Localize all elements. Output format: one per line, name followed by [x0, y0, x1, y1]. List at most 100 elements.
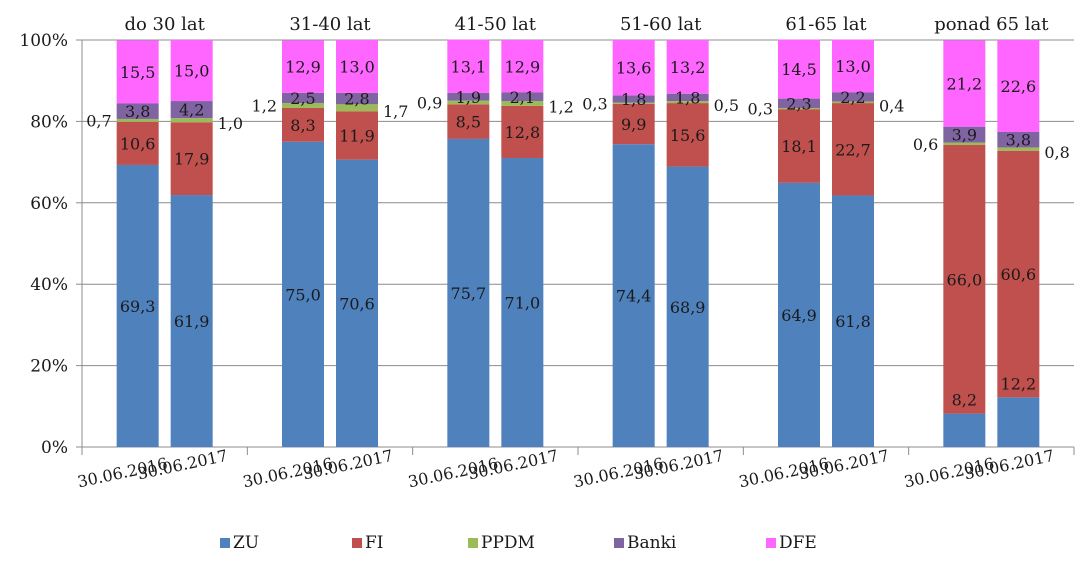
legend-label-ppdm: PPDM [481, 533, 535, 553]
data-label-dfe: 13,6 [616, 59, 652, 78]
data-label-banki: 2,5 [290, 89, 315, 108]
data-label-dfe: 22,6 [1001, 77, 1037, 96]
data-label-zu: 75,7 [451, 284, 487, 303]
bar-segment-ppdm [336, 104, 378, 112]
data-label-banki: 2,1 [510, 88, 535, 107]
bar-segment-dfe [778, 39, 820, 99]
bar-segment-zu [282, 141, 324, 447]
data-label-fi: 9,9 [621, 115, 646, 134]
bar-segment-dfe [282, 40, 324, 93]
data-label-fi: 12,8 [505, 123, 541, 142]
bar-segment-ppdm [170, 118, 213, 123]
bar-segment-zu [336, 159, 378, 447]
data-label-fi: 60,6 [1001, 265, 1037, 284]
data-label-dfe: 13,2 [670, 58, 706, 77]
data-label-banki: 1,8 [621, 90, 646, 109]
data-label-ppdm: 0,9 [417, 93, 442, 112]
bar-segment-banki [282, 92, 324, 104]
data-label-dfe: 15,5 [120, 63, 156, 82]
data-label-fi: 18,1 [781, 137, 817, 156]
legend-swatch-ppdm [468, 538, 478, 548]
bar-segment-dfe [336, 40, 378, 93]
data-label-fi: 8,5 [456, 113, 481, 132]
bar-segment-banki [612, 95, 655, 103]
group-label: ponad 65 lat [934, 14, 1049, 35]
bars [116, 39, 1040, 447]
legend-label-zu: ZU [233, 533, 259, 553]
bar-segment-banki [447, 92, 490, 101]
bar-segment-zu [170, 195, 213, 447]
data-label-banki: 1,8 [675, 88, 700, 107]
bar-segment-zu [501, 158, 544, 447]
bar-segment-ppdm [282, 103, 324, 108]
x-tick-label: 30.06.2017 [136, 446, 230, 484]
data-label-fi: 15,6 [670, 126, 706, 145]
bar-segment-fi [666, 103, 709, 167]
bar-segment-fi [501, 105, 544, 159]
bar-segment-ppdm [832, 101, 874, 104]
legend-label-fi: FI [365, 533, 384, 553]
group-label: 61-65 lat [785, 14, 867, 35]
axes: 0%20%40%60%80%100%do 30 lat30.06.201630.… [19, 14, 1075, 491]
bar-segment-zu [778, 182, 820, 447]
data-label-dfe: 13,0 [339, 57, 375, 76]
legend-swatch-fi [352, 538, 362, 548]
data-label-fi: 8,3 [290, 116, 315, 135]
data-label-dfe: 12,9 [505, 57, 541, 76]
bar-segment-banki [943, 126, 986, 143]
bar-segment-ppdm [501, 101, 544, 106]
data-label-ppdm: 1,0 [218, 114, 243, 133]
bar-segment-ppdm [116, 118, 159, 122]
x-tick-label: 30.06.2017 [466, 446, 560, 484]
bar-segment-banki [170, 101, 213, 119]
data-label-ppdm: 0,4 [879, 96, 904, 115]
group-label: 51-60 lat [620, 14, 702, 35]
data-label-zu: 8,2 [952, 391, 977, 410]
bar-segment-banki [666, 93, 709, 102]
data-label-banki: 2,8 [344, 90, 369, 109]
data-label-zu: 70,6 [339, 294, 375, 313]
y-tick-label: 60% [30, 194, 68, 214]
x-tick-label: 30.06.2017 [632, 446, 726, 484]
data-label-banki: 2,3 [786, 94, 811, 113]
data-label-ppdm: 1,2 [252, 97, 277, 116]
bar-segment-banki [778, 98, 820, 108]
data-label-zu: 12,2 [1001, 374, 1037, 393]
bar-segment-zu [116, 164, 159, 447]
data-label-ppdm: 0,7 [86, 111, 111, 130]
bar-segment-zu [832, 195, 874, 447]
data-label-banki: 1,9 [456, 88, 481, 107]
data-label-zu: 68,9 [670, 298, 706, 317]
data-label-ppdm: 1,7 [383, 102, 408, 121]
data-labels: 69,3 10,6 0,7 3,8 15,5 61,9 17,9 1,0 4,2 15,0 75,0… [86, 57, 1070, 410]
bar-segment-fi [170, 122, 213, 196]
y-tick-label: 80% [30, 112, 68, 132]
data-label-zu: 71,0 [505, 294, 541, 313]
data-label-zu: 61,8 [835, 312, 871, 331]
y-tick-label: 40% [30, 275, 68, 295]
bar-segment-fi [997, 150, 1040, 398]
bar-segment-fi [778, 109, 820, 183]
x-tick-label: 30.06.2017 [301, 446, 395, 484]
data-label-fi: 17,9 [174, 150, 210, 169]
y-tick-label: 20% [30, 357, 68, 377]
y-tick-label: 0% [41, 438, 68, 458]
data-label-ppdm: 0,3 [748, 100, 773, 119]
legend-swatch-banki [614, 538, 624, 548]
bar-segment-ppdm [612, 102, 655, 104]
bar-segment-fi [612, 103, 655, 145]
legend-label-dfe: DFE [779, 533, 817, 553]
data-label-fi: 10,6 [120, 134, 156, 153]
bar-segment-ppdm [997, 147, 1040, 151]
x-tick-label: 30.06.2017 [797, 446, 891, 484]
data-label-fi: 11,9 [339, 126, 375, 145]
data-label-ppdm: 0,3 [582, 94, 607, 113]
y-tick-label: 100% [19, 31, 68, 51]
gridlines [82, 39, 1074, 448]
bar-segment-banki [336, 92, 378, 105]
group-label: 41-50 lat [455, 14, 537, 35]
data-label-banki: 3,8 [1006, 131, 1031, 150]
data-label-dfe: 13,1 [451, 57, 487, 76]
bar-segment-zu [666, 166, 709, 447]
